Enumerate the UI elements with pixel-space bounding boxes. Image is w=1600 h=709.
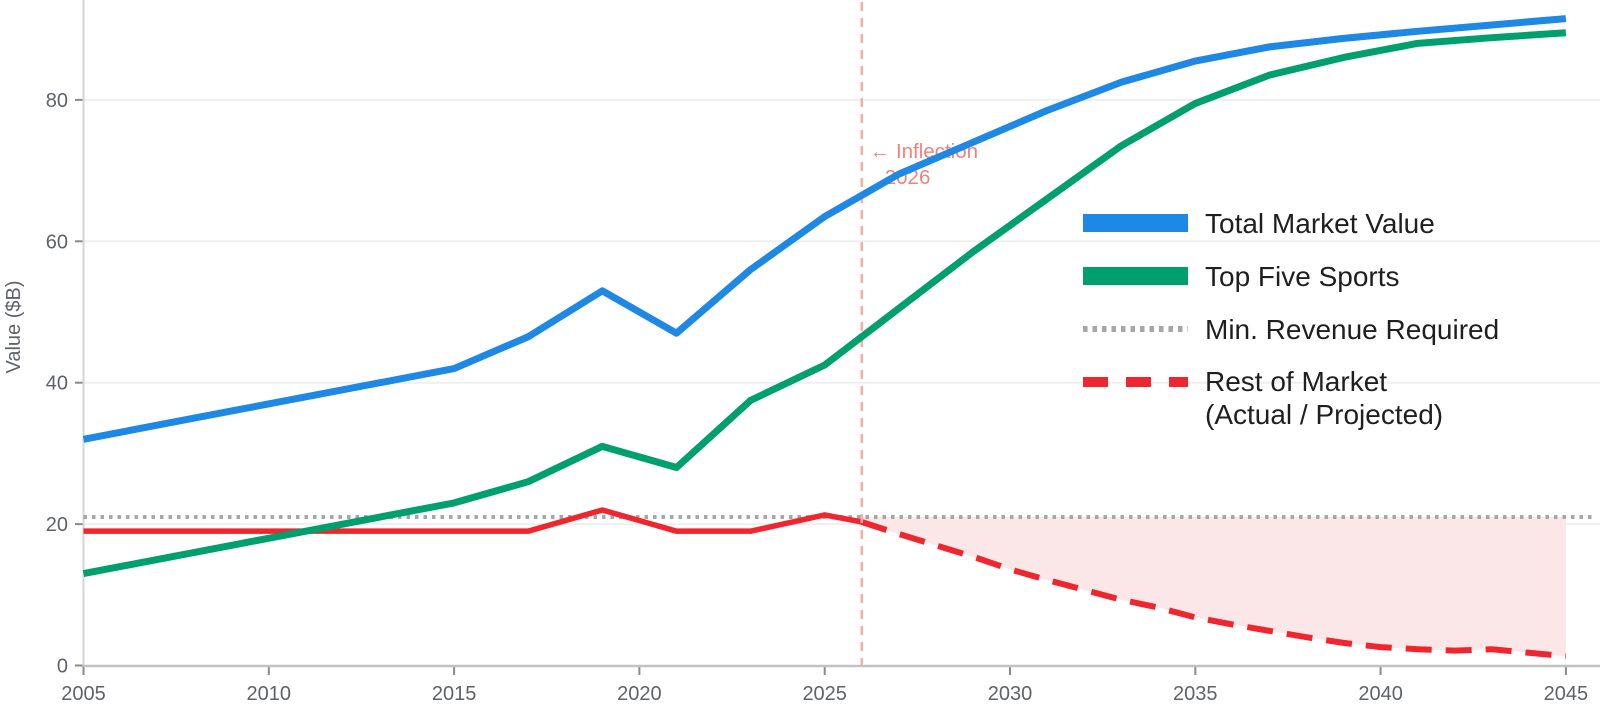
legend-swatch-dotted-line — [1083, 312, 1188, 346]
svg-text:← Inflection: ← Inflection — [870, 140, 978, 163]
legend-swatch-red-dashed-line — [1083, 365, 1188, 399]
svg-text:80: 80 — [46, 90, 68, 112]
svg-text:2025: 2025 — [802, 683, 847, 705]
svg-text:60: 60 — [46, 231, 68, 253]
legend-swatch-blue-line — [1083, 206, 1188, 240]
svg-text:40: 40 — [46, 373, 68, 395]
legend-label: Total Market Value — [1205, 207, 1435, 239]
legend-item-rest-of-market: Rest of Market (Actual / Projected) — [1083, 365, 1499, 431]
svg-text:2005: 2005 — [61, 683, 106, 705]
legend-label: Rest of Market (Actual / Projected) — [1205, 365, 1443, 431]
legend-label: Min. Revenue Required — [1205, 313, 1500, 345]
legend-swatch-green-line — [1083, 259, 1188, 293]
legend-label-line1: Rest of Market — [1205, 366, 1388, 397]
legend-item-min-revenue-required: Min. Revenue Required — [1083, 312, 1499, 346]
legend-item-total-market-value: Total Market Value — [1083, 206, 1499, 240]
svg-text:20: 20 — [46, 514, 68, 536]
svg-text:2035: 2035 — [1173, 683, 1218, 705]
svg-text:2045: 2045 — [1544, 683, 1589, 705]
svg-text:0: 0 — [57, 656, 68, 678]
legend-label: Top Five Sports — [1205, 260, 1400, 292]
svg-text:2015: 2015 — [432, 683, 477, 705]
svg-text:2030: 2030 — [988, 683, 1033, 705]
svg-text:2010: 2010 — [247, 683, 292, 705]
legend-item-top-five-sports: Top Five Sports — [1083, 259, 1499, 293]
svg-text:2040: 2040 — [1358, 683, 1403, 705]
legend-label-line2: (Actual / Projected) — [1205, 399, 1444, 430]
chart-legend: Total Market Value Top Five Sports Min. … — [1083, 206, 1499, 450]
svg-text:Value ($B): Value ($B) — [3, 280, 25, 373]
svg-text:2020: 2020 — [617, 683, 662, 705]
